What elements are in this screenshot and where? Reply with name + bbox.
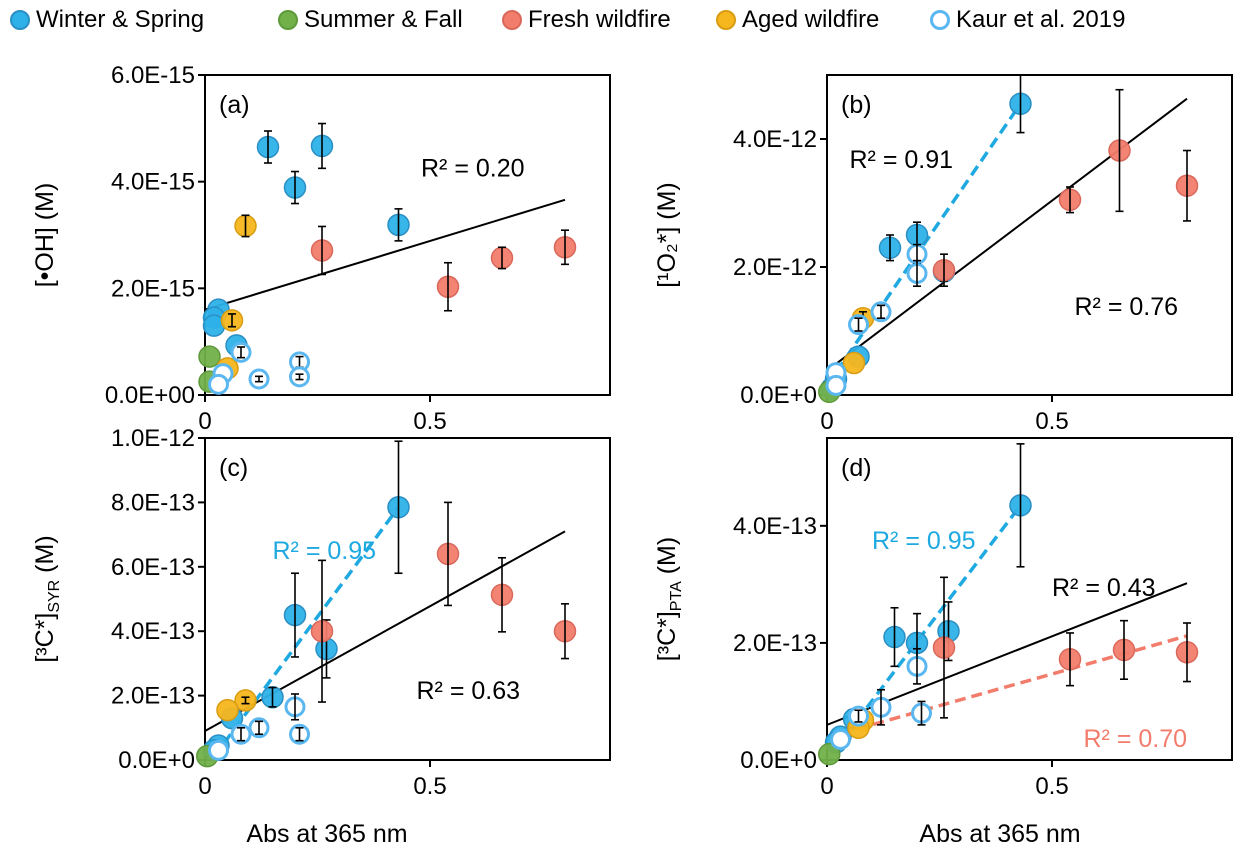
data-point — [216, 698, 239, 722]
legend-marker — [930, 10, 950, 30]
r-squared-label: R² = 0.95 — [872, 527, 976, 555]
data-point — [208, 739, 229, 761]
plot-frame — [204, 74, 611, 396]
y-tick-label: 2.0E-13 — [111, 683, 195, 710]
r-squared-label: R² = 0.43 — [1052, 574, 1156, 602]
plot-frame — [826, 74, 1233, 396]
panel-a: 0.0E+00 2.0E-15 4.0E-15 6.0E-15 0 0.5 [•OH] (M… — [31, 62, 611, 435]
data-point — [208, 373, 229, 395]
r-squared-label: R² = 0.20 — [421, 154, 525, 182]
y-tick-label: 8.0E-13 — [111, 489, 195, 516]
legend-marker — [278, 10, 298, 30]
legend-label: Winter & Spring — [36, 6, 205, 33]
data-point — [198, 345, 221, 368]
y-axis-label: [•OH] (M) — [31, 183, 59, 288]
x-tick-label: 0.5 — [413, 773, 446, 800]
panel-d: 0.0E+0 2.0E-13 4.0E-13 0 0.5 [³C*]PTA (M) (d) R… — [653, 437, 1233, 800]
data-point — [830, 729, 851, 751]
x-tick-label: 0.5 — [413, 408, 446, 435]
legend-marker — [10, 10, 30, 30]
y-tick-label: 4.0E-13 — [733, 513, 817, 540]
legend-label: Fresh wildfire — [528, 6, 671, 33]
y-tick-label: 2.0E-13 — [733, 630, 817, 657]
x-tick-label: 0 — [820, 773, 833, 800]
r-squared-label: R² = 0.70 — [1084, 725, 1188, 753]
y-tick-label: 2.0E-15 — [111, 275, 195, 302]
y-axis-label: [¹O₂*] (M) — [653, 182, 681, 288]
panel-b: 0.0E+0 2.0E-12 4.0E-12 0 0.5 [¹O₂*] (M) (b) R² … — [653, 74, 1233, 435]
r-squared-label: R² = 0.76 — [1075, 293, 1179, 321]
y-axis-label: [³C*]SYR (M) — [31, 535, 63, 662]
panel-letter: (c) — [219, 454, 248, 482]
r-squared-label: R² = 0.91 — [850, 146, 954, 174]
y-tick-label: 4.0E-15 — [111, 169, 195, 196]
y-tick-label: 0.0E+0 — [740, 747, 817, 774]
y-tick-label: 6.0E-15 — [111, 62, 195, 89]
x-axis-label-left: Abs at 365 nm — [246, 820, 407, 848]
y-tick-label: 0.0E+00 — [105, 382, 195, 409]
panel-letter: (d) — [841, 454, 872, 482]
legend: Winter & Spring Summer & Fall Fresh wild… — [0, 0, 1252, 40]
data-point — [818, 742, 841, 766]
y-tick-label: 1.0E-12 — [111, 425, 195, 452]
x-tick-label: 0 — [198, 408, 211, 435]
r-squared-label: R² = 0.63 — [417, 677, 521, 705]
y-tick-label: 0.0E+0 — [118, 747, 195, 774]
y-tick-label: 2.0E-12 — [733, 254, 817, 281]
plot-frame — [204, 437, 611, 761]
y-axis-label: [³C*]PTA (M) — [653, 537, 685, 661]
x-tick-label: 0.5 — [1035, 773, 1068, 800]
x-axis-label-right: Abs at 365 nm — [919, 820, 1080, 848]
legend-item-aged-wildfire: Aged wildfire — [716, 6, 879, 34]
fit-line — [204, 198, 566, 311]
dashed-fit-line — [825, 102, 1022, 387]
panel-c: 0.0E+0 2.0E-13 4.0E-13 6.0E-13 8.0E-13 1.0E-1… — [31, 425, 611, 800]
legend-marker — [716, 10, 736, 30]
y-tick-label: 6.0E-13 — [111, 554, 195, 581]
legend-item-kaur: Kaur et al. 2019 — [930, 6, 1125, 34]
legend-label: Summer & Fall — [304, 6, 463, 33]
x-tick-label: 0 — [198, 773, 211, 800]
legend-item-winter-spring: Winter & Spring — [10, 6, 204, 34]
data-point — [842, 351, 866, 375]
legend-label: Kaur et al. 2019 — [956, 6, 1126, 33]
x-tick-label: 0 — [820, 408, 833, 435]
legend-label: Aged wildfire — [742, 6, 880, 33]
plot-frame — [826, 437, 1233, 761]
y-tick-label: 4.0E-13 — [111, 618, 195, 645]
dashed-fit-line — [840, 634, 1188, 736]
dashed-fit-line — [212, 506, 400, 758]
data-point — [825, 374, 847, 396]
panel-letter: (b) — [841, 91, 872, 119]
fit-line — [826, 97, 1188, 372]
legend-item-fresh-wildfire: Fresh wildfire — [502, 6, 671, 34]
y-tick-label: 0.0E+0 — [740, 382, 817, 409]
y-tick-label: 4.0E-12 — [733, 126, 817, 153]
r-squared-label: R² = 0.95 — [273, 537, 377, 565]
x-tick-label: 0.5 — [1035, 408, 1068, 435]
legend-item-summer-fall: Summer & Fall — [278, 6, 463, 34]
legend-marker — [502, 10, 522, 30]
panel-letter: (a) — [219, 91, 250, 119]
